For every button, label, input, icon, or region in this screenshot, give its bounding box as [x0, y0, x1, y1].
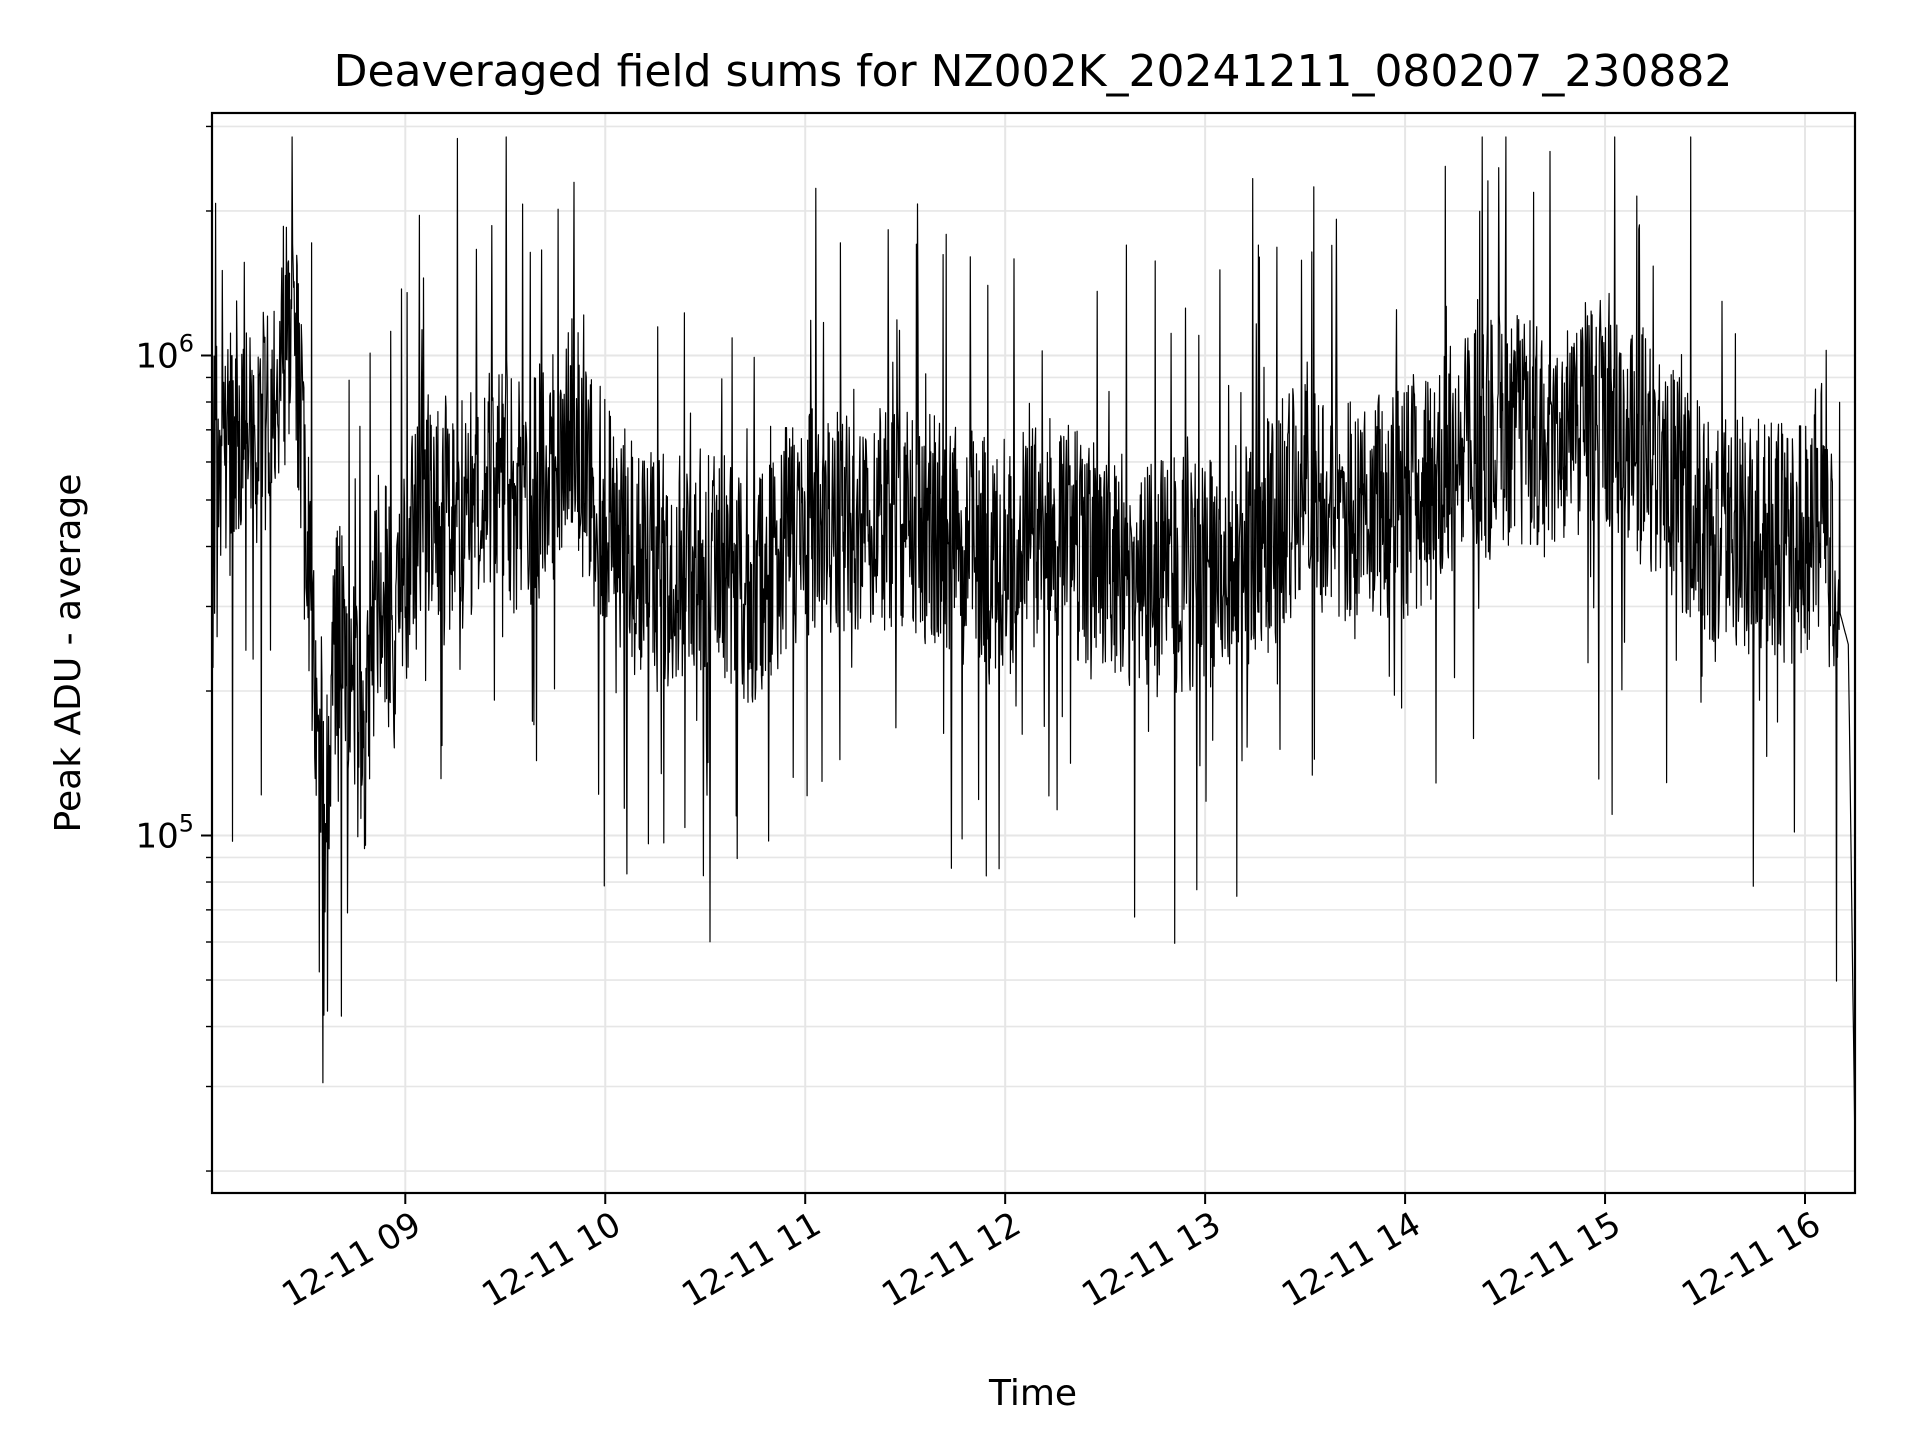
x-axis-label: Time [988, 1373, 1077, 1414]
y-tick-label: 106 [135, 329, 194, 376]
chart-title: Deaveraged field sums for NZ002K_2024121… [334, 46, 1733, 97]
y-axis-label: Peak ADU - average [48, 474, 89, 833]
series-layer [211, 136, 1856, 1152]
series-line [211, 136, 1856, 1152]
y-tick-label: 105 [135, 810, 194, 857]
plot-frame [210, 111, 1857, 1195]
grid [212, 113, 1855, 1193]
